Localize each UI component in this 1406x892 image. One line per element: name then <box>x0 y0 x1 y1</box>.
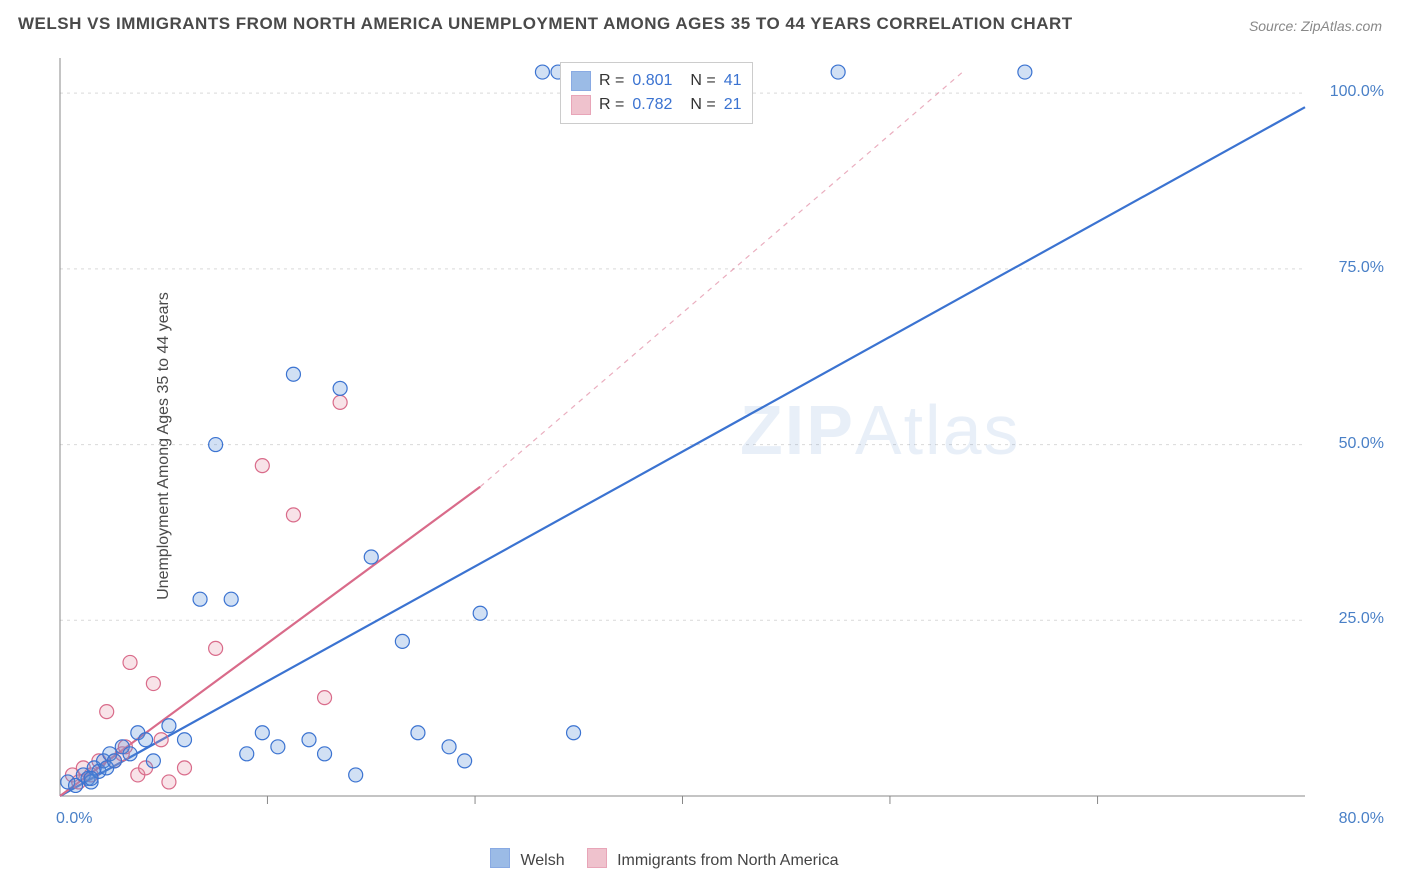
n-label: N = <box>690 96 715 114</box>
plot-svg <box>55 46 1385 836</box>
n-label: N = <box>690 72 715 90</box>
y-tick-label: 25.0% <box>1339 610 1384 628</box>
n-value-immigrants: 21 <box>724 96 742 114</box>
y-tick-label: 50.0% <box>1339 435 1384 453</box>
swatch-welsh <box>571 71 591 91</box>
series-legend: Welsh Immigrants from North America <box>490 848 838 870</box>
correlation-legend: R = 0.801 N = 41 R = 0.782 N = 21 <box>560 62 753 124</box>
legend-item-welsh: Welsh <box>490 848 565 870</box>
legend-row-immigrants: R = 0.782 N = 21 <box>571 93 742 117</box>
swatch-welsh <box>490 848 510 868</box>
x-tick-label: 80.0% <box>1339 810 1384 828</box>
r-label: R = <box>599 72 624 90</box>
x-tick-label: 0.0% <box>56 810 92 828</box>
swatch-immigrants <box>571 95 591 115</box>
y-tick-label: 75.0% <box>1339 259 1384 277</box>
legend-label-immigrants: Immigrants from North America <box>617 852 838 869</box>
y-tick-label: 100.0% <box>1330 83 1384 101</box>
legend-item-immigrants: Immigrants from North America <box>587 848 839 870</box>
r-value-welsh: 0.801 <box>632 72 672 90</box>
r-value-immigrants: 0.782 <box>632 96 672 114</box>
legend-row-welsh: R = 0.801 N = 41 <box>571 69 742 93</box>
chart-title: WELSH VS IMMIGRANTS FROM NORTH AMERICA U… <box>18 14 1073 34</box>
r-label: R = <box>599 96 624 114</box>
source-label: Source: ZipAtlas.com <box>1249 18 1382 34</box>
swatch-immigrants <box>587 848 607 868</box>
n-value-welsh: 41 <box>724 72 742 90</box>
scatter-plot <box>55 46 1385 836</box>
legend-label-welsh: Welsh <box>520 852 564 869</box>
